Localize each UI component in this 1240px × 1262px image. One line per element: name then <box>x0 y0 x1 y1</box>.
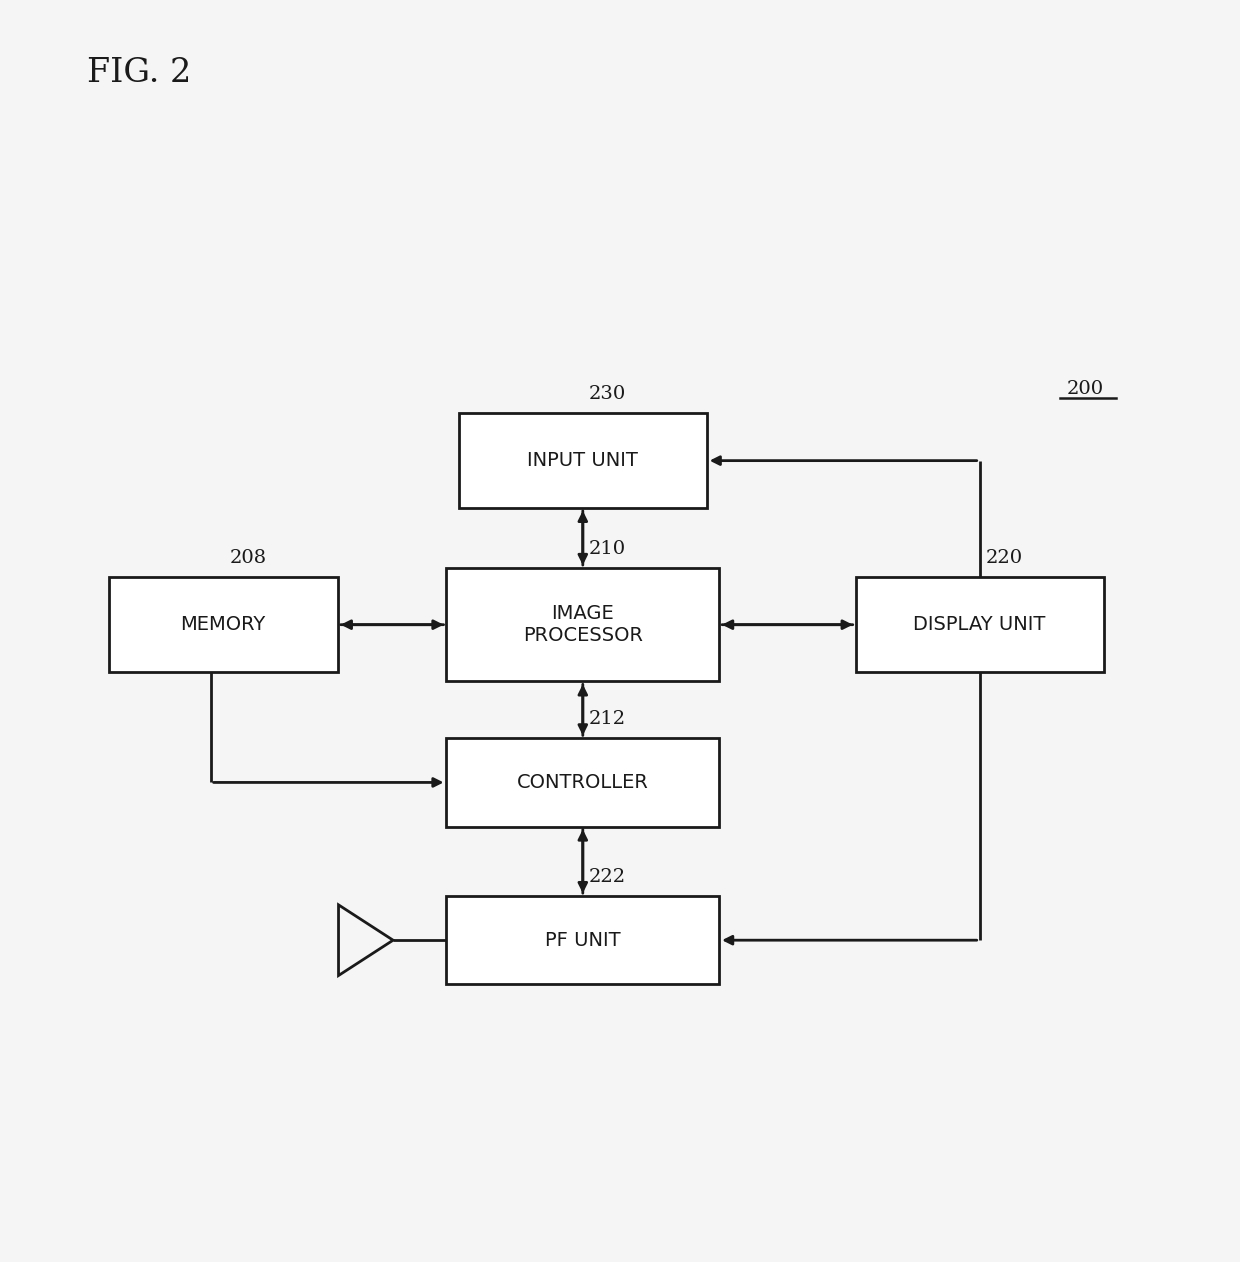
Text: 210: 210 <box>589 540 626 558</box>
Text: 200: 200 <box>1066 380 1104 398</box>
Text: 222: 222 <box>589 868 626 886</box>
Text: INPUT UNIT: INPUT UNIT <box>527 451 639 471</box>
Text: IMAGE
PROCESSOR: IMAGE PROCESSOR <box>523 604 642 645</box>
Bar <box>446 738 719 827</box>
Text: 212: 212 <box>589 711 626 728</box>
Text: PF UNIT: PF UNIT <box>546 930 620 950</box>
Bar <box>856 578 1104 671</box>
Text: 230: 230 <box>589 385 626 404</box>
Bar <box>109 578 337 671</box>
Text: DISPLAY UNIT: DISPLAY UNIT <box>914 615 1045 635</box>
Text: FIG. 2: FIG. 2 <box>87 57 191 88</box>
Text: MEMORY: MEMORY <box>181 615 265 635</box>
Bar <box>446 568 719 681</box>
Bar <box>459 413 707 507</box>
Bar <box>446 896 719 984</box>
Text: CONTROLLER: CONTROLLER <box>517 772 649 793</box>
Text: 220: 220 <box>986 549 1023 568</box>
Text: 208: 208 <box>229 549 267 568</box>
